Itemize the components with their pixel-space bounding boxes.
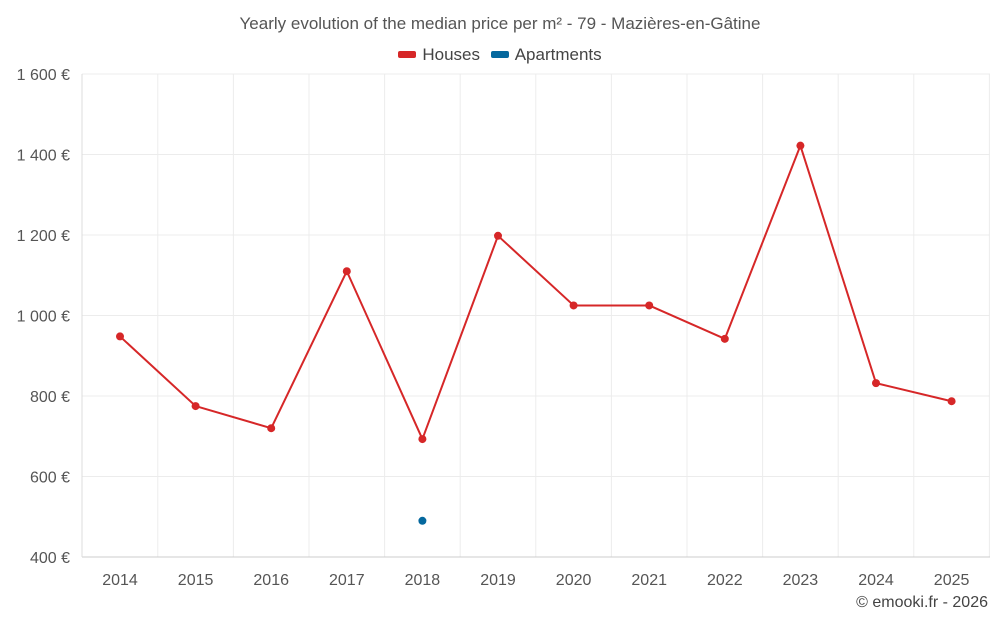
legend-label-apartments: Apartments (514, 45, 602, 64)
x-tick-label: 2015 (178, 572, 214, 589)
x-tick-label: 2019 (480, 572, 516, 589)
x-tick-label: 2021 (631, 572, 667, 589)
series-line-houses (119, 144, 952, 441)
y-tick-label: 400 € (30, 550, 70, 567)
legend-item-apartments[interactable]: Apartments (490, 45, 602, 65)
x-tick-label: 2016 (253, 572, 289, 589)
data-point-houses[interactable] (342, 267, 351, 276)
x-tick-label: 2017 (329, 572, 365, 589)
data-point-houses[interactable] (191, 402, 200, 411)
x-tick-label: 2025 (934, 572, 970, 589)
data-point-houses[interactable] (720, 334, 729, 343)
y-tick-label: 1 000 € (17, 309, 70, 326)
x-tick-label: 2023 (783, 572, 819, 589)
data-point-houses[interactable] (116, 332, 124, 341)
legend-item-houses[interactable]: Houses (398, 45, 480, 65)
data-point-houses[interactable] (796, 141, 805, 150)
legend-swatch-houses (398, 51, 417, 59)
data-point-houses[interactable] (645, 301, 654, 310)
y-tick-label: 1 600 € (17, 67, 70, 84)
y-tick-label: 1 400 € (17, 148, 70, 165)
data-point-houses[interactable] (494, 231, 502, 240)
y-tick-label: 800 € (30, 389, 70, 406)
x-tick-label: 2018 (405, 572, 441, 589)
data-point-houses[interactable] (418, 435, 427, 444)
credit-text: © emooki.fr - 2026 (856, 594, 988, 611)
x-tick-label: 2020 (556, 572, 592, 589)
data-point-houses[interactable] (267, 424, 276, 433)
legend-label-houses: Houses (422, 45, 480, 64)
data-point-houses[interactable] (872, 379, 880, 388)
x-tick-label: 2022 (707, 572, 743, 589)
data-point-houses[interactable] (947, 397, 956, 406)
data-point-houses[interactable] (569, 301, 578, 310)
legend-swatch-apartments (490, 51, 509, 59)
y-tick-label: 600 € (30, 470, 70, 487)
x-tick-label: 2014 (102, 572, 138, 589)
chart-title: Yearly evolution of the median price per… (239, 14, 761, 33)
x-tick-label: 2024 (858, 572, 894, 589)
data-point-apartments[interactable] (418, 516, 427, 525)
y-tick-label: 1 200 € (17, 228, 70, 245)
legend: Houses Apartments (0, 45, 1000, 65)
